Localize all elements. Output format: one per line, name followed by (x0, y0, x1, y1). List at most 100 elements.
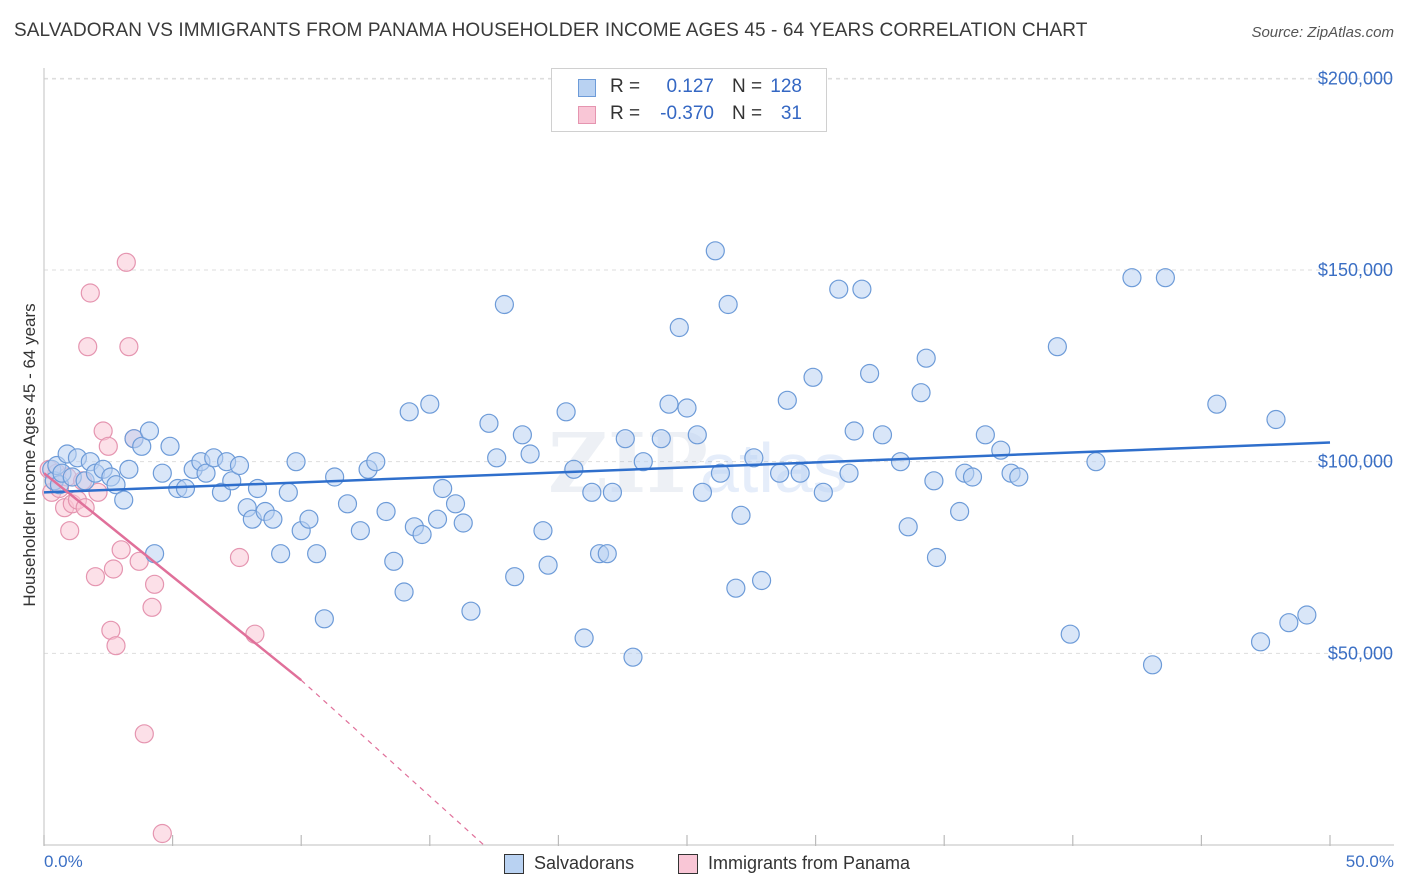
panama-point (85, 567, 106, 587)
panama-point (134, 724, 154, 744)
n-label: N = (732, 103, 763, 124)
salvadoran-point (1266, 409, 1286, 430)
salvadoran-point (718, 294, 738, 315)
salvadoran-point (829, 279, 849, 299)
salvadoran-point (1155, 268, 1175, 288)
salvadoran-point (582, 482, 602, 502)
salvadoran-point (433, 478, 453, 499)
salvadoran-point (175, 478, 196, 499)
salvadoran-point (152, 463, 172, 483)
panama-point (111, 540, 131, 560)
trend-line-panama-extension (300, 679, 485, 846)
salvadoran-point (556, 402, 576, 422)
r-value: -0.370 (660, 103, 714, 124)
salvadoran-point (247, 478, 268, 499)
salvadoran-point (299, 509, 319, 529)
y-axis-label: Householder Income Ages 45 - 64 years (20, 303, 39, 607)
salvadoran-point (366, 452, 386, 472)
salvadoran-point (633, 452, 653, 472)
panama-point (152, 823, 172, 844)
salvadoran-point (325, 467, 345, 487)
salvadoran-point (726, 578, 746, 598)
salvadoran-point (950, 501, 970, 522)
salvadoran-point (926, 547, 947, 568)
salvadoran-point (975, 425, 995, 445)
salvadoran-point (119, 459, 139, 479)
salvadoran-point (350, 521, 370, 541)
y-tick-label: $100,000 (1318, 452, 1393, 472)
n-label: N = (732, 76, 763, 97)
salvadoran-point (844, 421, 864, 441)
y-tick-label: $150,000 (1318, 260, 1393, 280)
panama-point (142, 597, 162, 617)
salvadoran-point (420, 394, 440, 414)
salvadoran-point (890, 452, 911, 472)
salvadoran-point (962, 467, 983, 487)
salvadoran-point (705, 241, 725, 261)
panama-point (88, 482, 108, 502)
salvadoran-point (790, 463, 810, 483)
panama-point (129, 551, 149, 571)
panama-point (106, 636, 126, 656)
panama-point (144, 574, 165, 594)
salvadoran-point (597, 544, 617, 564)
salvadoran-point (376, 501, 396, 522)
salvadoran-point (769, 463, 790, 483)
salvadoran-point (1086, 452, 1106, 472)
salvadoran-point (1047, 337, 1067, 357)
stats-row-panama: R = -0.370 N = 31 (552, 103, 826, 129)
salvadoran-point (777, 390, 797, 410)
salvadoran-point (564, 459, 584, 479)
salvadoran-point (1207, 394, 1227, 414)
y-tick-label: $200,000 (1318, 68, 1393, 88)
salvadoran-point (394, 582, 414, 602)
salvadoran-point (1297, 605, 1317, 625)
salvadoran-point (911, 383, 931, 403)
salvadoran-point (271, 544, 291, 564)
panama-point (78, 337, 98, 357)
salvadoran-point (286, 452, 306, 472)
salvadoran-point (538, 555, 558, 575)
panama-point (116, 252, 136, 272)
panama-point (245, 624, 265, 644)
stats-box: R = 0.127 N = 128 R = -0.370 N = 31 (551, 68, 827, 132)
salvadoran-point (751, 570, 772, 591)
trend-line-panama (43, 472, 302, 682)
salvadoran-point (860, 363, 880, 384)
salvadoran-point (139, 421, 160, 441)
r-value: 0.127 (666, 76, 714, 97)
y-tick-labels: $50,000 $100,000 $150,000 $200,000 (1318, 68, 1393, 663)
trend-lines (43, 441, 1331, 846)
salvadoran-point (445, 494, 466, 514)
r-label: R = (610, 76, 641, 97)
salvadoran-point (602, 482, 623, 502)
grid-lines (44, 77, 1394, 654)
r-label: R = (610, 103, 641, 124)
salvadoran-point (229, 455, 250, 476)
panama-point (98, 436, 118, 456)
salvadoran-point (144, 544, 165, 564)
salvadoran-point (924, 471, 944, 491)
series-salvadorans-points (42, 241, 1317, 675)
salvadoran-point (615, 429, 635, 449)
salvadoran-point (731, 505, 751, 525)
salvadoran-point (307, 544, 327, 564)
salvadoran-point (479, 413, 499, 433)
x-tick-min: 0.0% (44, 852, 83, 871)
salvadoran-point (852, 279, 872, 299)
salvadoran-point (1060, 624, 1080, 644)
salvadoran-point (659, 394, 679, 414)
n-value: 128 (770, 76, 802, 97)
salvadoran-point (399, 402, 419, 422)
salvadoran-point (520, 444, 540, 464)
legend-swatch-panama (678, 854, 698, 874)
salvadoran-point (494, 294, 514, 315)
salvadoran-point (744, 448, 764, 468)
salvadoran-point (651, 429, 671, 449)
salvadoran-point (813, 482, 833, 502)
salvadoran-point (623, 647, 643, 667)
swatch-panama (578, 106, 596, 124)
panama-point (119, 337, 139, 357)
axes (43, 68, 1394, 846)
salvadoran-point (692, 482, 713, 502)
